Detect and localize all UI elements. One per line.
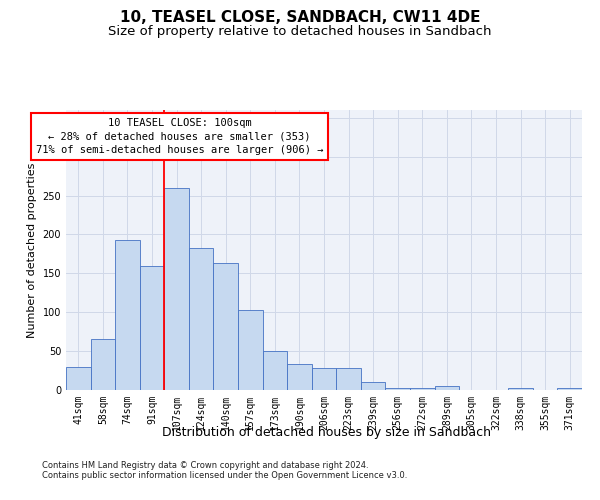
Bar [66,366,91,390]
Bar [238,310,263,390]
Bar [91,340,115,390]
Bar [385,388,410,390]
Bar [336,368,361,390]
Bar [361,382,385,390]
Bar [189,248,214,390]
Text: 10 TEASEL CLOSE: 100sqm
← 28% of detached houses are smaller (353)
71% of semi-d: 10 TEASEL CLOSE: 100sqm ← 28% of detache… [36,118,323,155]
Bar [263,351,287,390]
Bar [434,386,459,390]
Bar [214,263,238,390]
Text: Contains public sector information licensed under the Open Government Licence v3: Contains public sector information licen… [42,471,407,480]
Bar [287,364,312,390]
Text: 10, TEASEL CLOSE, SANDBACH, CW11 4DE: 10, TEASEL CLOSE, SANDBACH, CW11 4DE [120,10,480,25]
Bar [410,388,434,390]
Bar [115,240,140,390]
Text: Distribution of detached houses by size in Sandbach: Distribution of detached houses by size … [163,426,491,439]
Y-axis label: Number of detached properties: Number of detached properties [27,162,37,338]
Bar [508,388,533,390]
Bar [557,388,582,390]
Bar [140,266,164,390]
Text: Size of property relative to detached houses in Sandbach: Size of property relative to detached ho… [108,25,492,38]
Bar [164,188,189,390]
Bar [312,368,336,390]
Text: Contains HM Land Registry data © Crown copyright and database right 2024.: Contains HM Land Registry data © Crown c… [42,461,368,470]
